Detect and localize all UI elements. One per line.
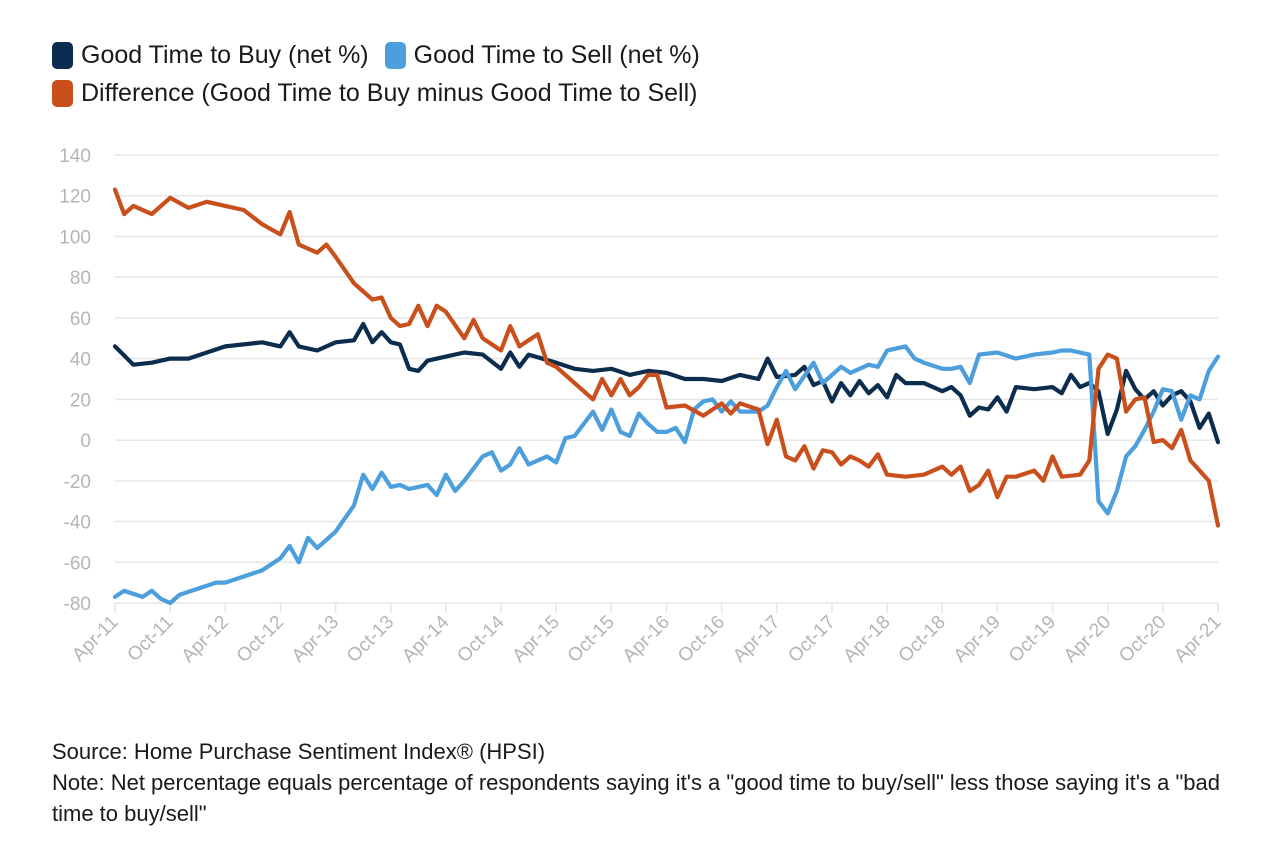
- legend-label-sell: Good Time to Sell (net %): [413, 41, 700, 69]
- x-tick-label: Apr-20: [1060, 612, 1115, 667]
- x-tick-label: Oct-14: [453, 611, 508, 666]
- legend-item-sell: Good Time to Sell (net %): [384, 36, 700, 74]
- x-axis-ticks: Apr-11 Oct-11 Apr-12 Oct-12 Apr-13 Oct-13 Apr-…: [68, 603, 1226, 667]
- y-tick-label: 40: [70, 350, 91, 371]
- x-tick-label: Apr-17: [729, 612, 784, 667]
- source-note: Source: Home Purchase Sentiment Index® (…: [52, 739, 546, 764]
- x-tick-label: Apr-13: [288, 612, 343, 667]
- x-tick-label: Oct-20: [1115, 612, 1170, 667]
- x-tick-label: Oct-16: [674, 612, 729, 667]
- x-tick-label: Apr-12: [178, 612, 233, 667]
- legend-swatch-difference: [52, 79, 73, 107]
- x-tick-label: Apr-14: [398, 611, 453, 666]
- x-tick-label: Oct-19: [1005, 612, 1060, 667]
- y-tick-label: 80: [70, 268, 91, 289]
- y-tick-label: 120: [59, 187, 91, 208]
- chart-legend: Good Time to Buy (net %) Good Time to Se…: [52, 36, 716, 112]
- x-tick-label: Apr-16: [619, 612, 674, 667]
- x-tick-label: Oct-12: [233, 612, 288, 667]
- x-tick-label: Apr-18: [839, 612, 894, 667]
- legend-label-difference: Difference (Good Time to Buy minus Good …: [81, 79, 698, 107]
- legend-item-difference: Difference (Good Time to Buy minus Good …: [52, 74, 697, 112]
- y-tick-label: 20: [70, 390, 91, 411]
- legend-label-buy: Good Time to Buy (net %): [81, 41, 369, 69]
- x-tick-label: Oct-13: [343, 612, 398, 667]
- chart-series: [112, 187, 1221, 606]
- x-tick-label: Oct-17: [784, 612, 839, 667]
- sell-line: [112, 344, 1221, 606]
- x-tick-label: Apr-15: [509, 612, 564, 667]
- y-tick-label: 140: [59, 146, 91, 167]
- x-tick-label: Apr-11: [68, 612, 122, 666]
- legend-item-buy: Good Time to Buy (net %): [52, 36, 369, 74]
- legend-swatch-sell: [384, 41, 406, 69]
- y-tick-label: -40: [64, 513, 91, 534]
- methodology-note: Note: Net percentage equals percentage o…: [52, 770, 1220, 826]
- x-tick-label: Oct-18: [895, 612, 950, 667]
- chart-footnotes: Source: Home Purchase Sentiment Index® (…: [52, 736, 1232, 829]
- legend-row-1: Good Time to Buy (net %) Good Time to Se…: [52, 36, 716, 74]
- y-axis-ticks: 140 120 100 80 60 40 20 0 -20 -40 -60 -80: [59, 146, 91, 615]
- difference-line: [112, 187, 1221, 528]
- x-tick-label: Oct-11: [124, 612, 178, 666]
- x-tick-label: Apr-19: [950, 612, 1005, 667]
- y-tick-label: -80: [64, 594, 91, 615]
- x-tick-label: Oct-15: [564, 612, 619, 667]
- y-tick-label: 0: [80, 431, 91, 452]
- y-tick-label: 60: [70, 309, 91, 330]
- x-tick-label: Apr-21: [1170, 612, 1225, 667]
- y-tick-label: -20: [64, 472, 91, 493]
- y-tick-label: -60: [64, 553, 91, 574]
- legend-swatch-buy: [52, 41, 73, 69]
- buy-line: [112, 321, 1221, 445]
- y-tick-label: 100: [59, 227, 91, 248]
- chart-grid: [115, 154, 1218, 604]
- legend-row-2: Difference (Good Time to Buy minus Good …: [52, 74, 716, 112]
